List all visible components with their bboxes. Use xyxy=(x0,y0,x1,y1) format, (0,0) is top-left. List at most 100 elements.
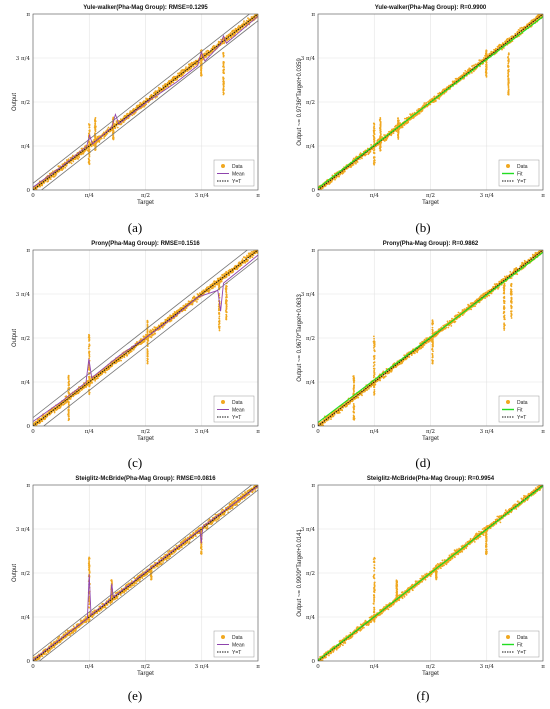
y-tick-label: 3 π/4 xyxy=(16,56,31,62)
x-tick-label: 0 xyxy=(316,193,320,199)
legend-entry: Mean xyxy=(232,407,245,413)
data-point xyxy=(200,69,202,72)
data-point xyxy=(397,120,400,122)
data-point xyxy=(200,61,202,63)
data-point xyxy=(507,71,510,74)
data-point xyxy=(485,49,488,52)
data-point xyxy=(52,170,54,173)
data-point xyxy=(94,143,97,145)
data-point xyxy=(130,350,133,353)
data-point xyxy=(379,131,382,134)
data-point xyxy=(146,329,149,332)
data-point xyxy=(373,161,376,164)
x-tick-label: 0 xyxy=(31,429,35,435)
data-point xyxy=(88,340,90,342)
x-tick-label: 3 π/4 xyxy=(195,429,210,435)
y-tick-label: 3 π/4 xyxy=(16,292,31,298)
x-axis-label: Target xyxy=(137,436,154,442)
data-point xyxy=(379,135,381,138)
data-point xyxy=(222,93,225,96)
data-point xyxy=(218,320,220,323)
y-tick-label: 0 xyxy=(27,188,31,194)
data-point xyxy=(88,351,90,353)
data-point xyxy=(541,12,543,14)
data-point xyxy=(67,375,70,377)
x-tick-label: 3 π/4 xyxy=(480,429,495,435)
legend-entry: Data xyxy=(232,400,243,406)
axes-box xyxy=(32,249,259,427)
data-point xyxy=(378,118,381,121)
data-point xyxy=(106,132,109,135)
data-point xyxy=(220,38,223,41)
x-tick-label: π xyxy=(541,193,545,199)
data-point xyxy=(169,82,172,85)
data-point xyxy=(247,259,249,261)
data-point xyxy=(145,103,148,106)
x-tick-label: π/2 xyxy=(141,193,150,199)
x-axis-label: Target xyxy=(137,200,154,206)
data-point xyxy=(225,305,228,308)
data-point xyxy=(69,398,72,400)
data-point xyxy=(64,166,67,169)
data-point xyxy=(88,391,91,394)
x-tick-label: 3 π/4 xyxy=(195,193,210,199)
data-point xyxy=(98,141,101,143)
data-point xyxy=(176,77,179,80)
data-point xyxy=(225,315,228,318)
data-point xyxy=(154,332,157,335)
data-point xyxy=(170,319,173,322)
data-point xyxy=(88,162,91,164)
data-point xyxy=(232,270,235,272)
data-point xyxy=(88,126,91,129)
data-point xyxy=(237,25,240,27)
data-point xyxy=(87,336,90,339)
data-point xyxy=(126,354,129,357)
data-point xyxy=(379,127,382,130)
x-tick-label: π/2 xyxy=(426,193,435,199)
data-point xyxy=(67,403,70,406)
data-point xyxy=(107,126,110,129)
data-point xyxy=(234,32,237,35)
data-point xyxy=(79,390,81,393)
data-point xyxy=(507,66,510,68)
data-point xyxy=(507,68,510,71)
x-axis-label: Target xyxy=(422,200,439,206)
data-point xyxy=(120,122,123,125)
chart-title: Prony(Pha-Mag Group): RMSE=0.1516 xyxy=(91,241,200,247)
axes-box xyxy=(317,13,544,191)
data-point xyxy=(67,419,70,422)
data-point xyxy=(226,285,228,288)
data-point xyxy=(379,148,381,150)
data-point xyxy=(94,118,96,120)
data-point xyxy=(67,415,70,418)
data-point xyxy=(464,70,467,72)
data-point xyxy=(429,103,432,106)
plot-content xyxy=(318,250,543,426)
panel-label: (a) xyxy=(128,220,142,235)
data-point xyxy=(218,318,221,320)
data-point xyxy=(379,143,382,146)
x-tick-label: π xyxy=(256,193,260,199)
data-point xyxy=(379,117,382,119)
data-point xyxy=(147,336,149,339)
data-point xyxy=(82,152,85,155)
data-point xyxy=(146,355,149,358)
data-point xyxy=(112,131,115,134)
data-point xyxy=(519,27,522,30)
panel-label: (b) xyxy=(415,220,430,235)
y-tick-label: π/4 xyxy=(306,380,315,386)
data-point xyxy=(324,421,326,424)
x-tick-label: π xyxy=(541,429,545,435)
data-point xyxy=(147,340,150,342)
data-point xyxy=(397,117,399,120)
data-point xyxy=(218,322,221,325)
y-axis-label: Output xyxy=(12,93,18,111)
data-point xyxy=(478,59,481,62)
data-point xyxy=(104,371,107,374)
data-point xyxy=(116,126,119,129)
data-point xyxy=(252,254,255,257)
data-point xyxy=(373,152,376,155)
data-point xyxy=(338,175,340,178)
